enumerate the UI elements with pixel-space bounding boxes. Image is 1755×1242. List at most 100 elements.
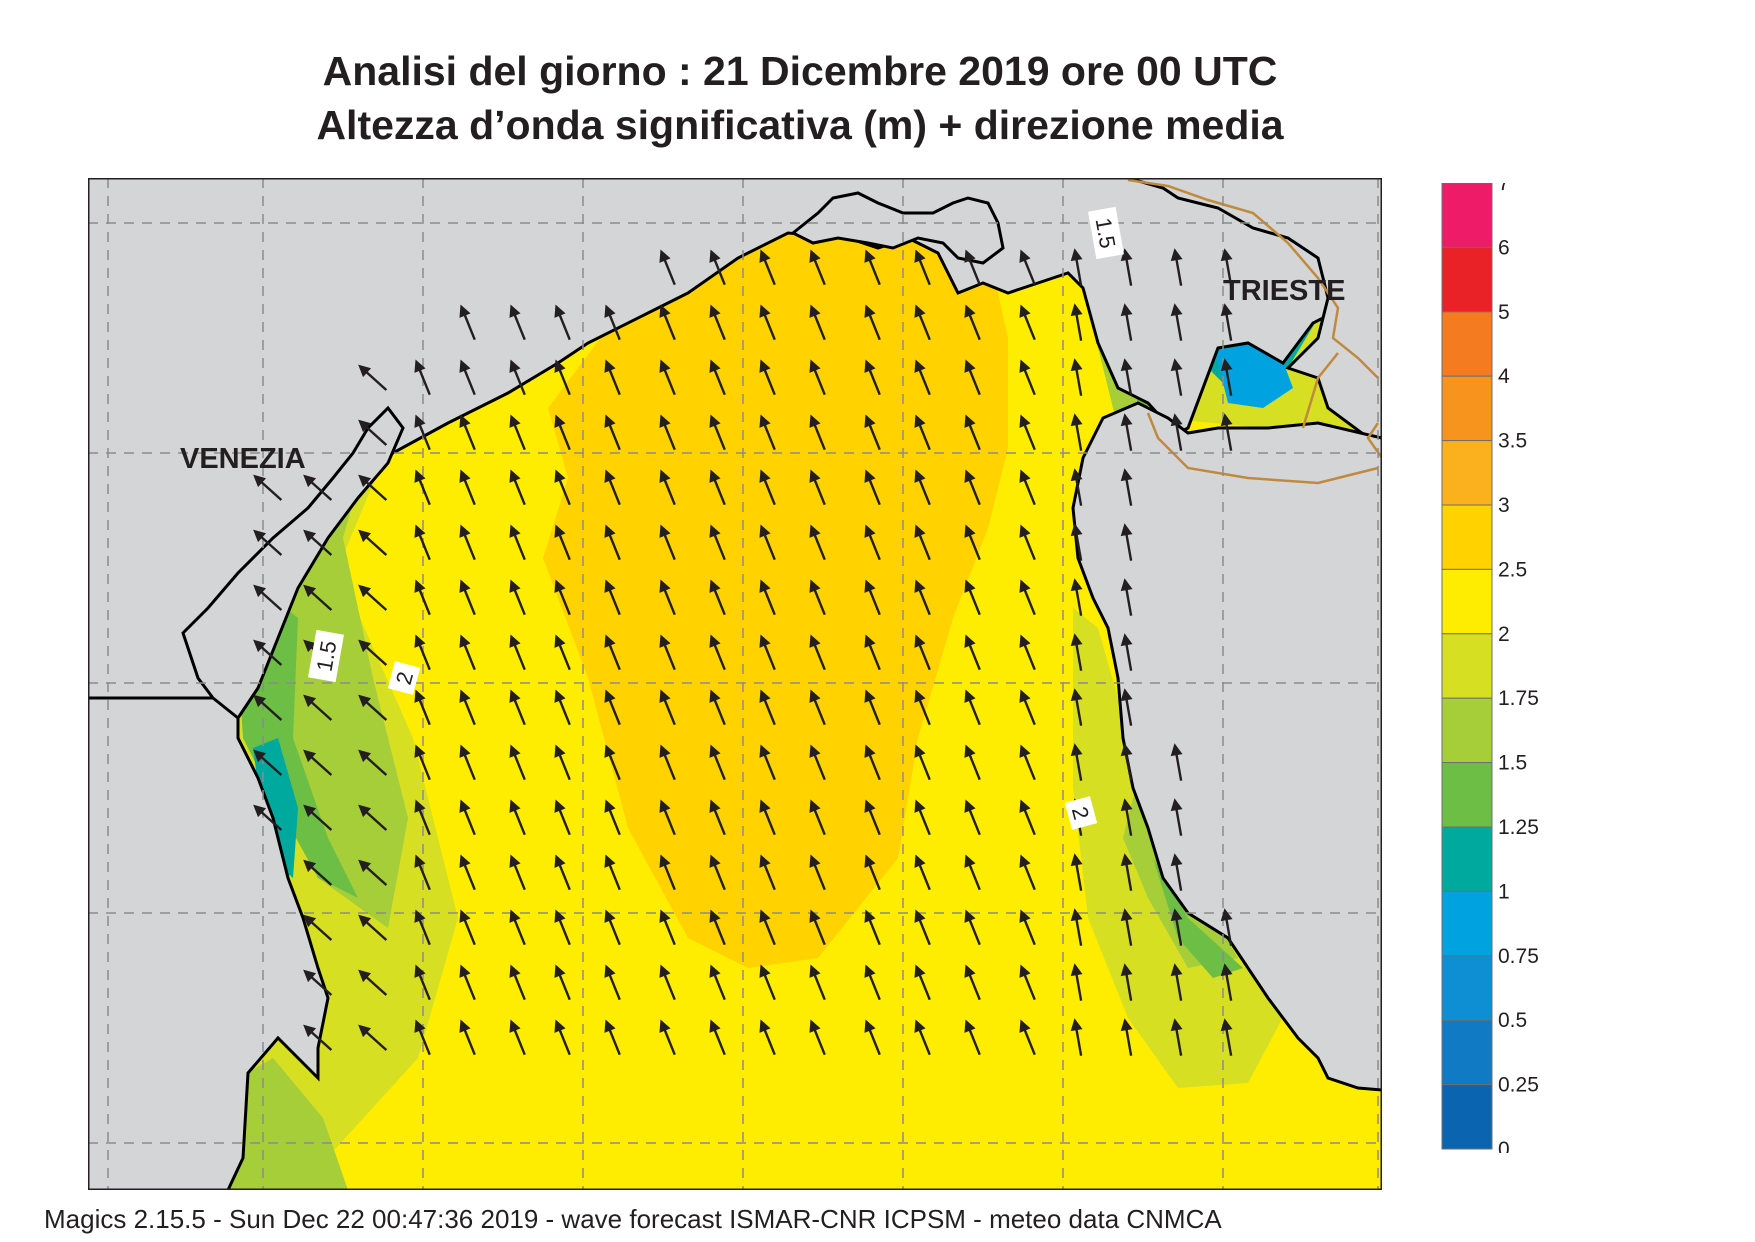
wave-direction-arrow <box>1220 248 1233 286</box>
wave-direction-arrow <box>809 579 826 616</box>
wave-direction-arrow <box>1070 578 1083 616</box>
wave-direction-arrow <box>1120 248 1133 286</box>
wave-direction-arrow <box>1019 249 1036 286</box>
wave-direction-arrow <box>709 304 726 341</box>
wave-direction-arrow <box>509 634 526 671</box>
wave-direction-arrow <box>509 744 526 781</box>
wave-direction-arrow <box>1120 633 1133 671</box>
wave-direction-arrow <box>809 469 826 506</box>
wave-direction-arrow <box>914 689 931 726</box>
wave-direction-arrow <box>809 249 826 286</box>
wave-direction-arrow <box>1070 1018 1083 1056</box>
place-trieste: TRIESTE <box>1223 275 1345 307</box>
wave-direction-arrow <box>303 749 333 776</box>
wave-direction-arrow <box>1120 468 1133 506</box>
wave-direction-arrow <box>604 524 621 561</box>
wave-direction-arrow <box>1070 248 1083 286</box>
wave-direction-arrow <box>1120 578 1133 616</box>
wave-direction-arrow <box>1170 963 1183 1001</box>
wave-direction-arrow <box>1220 303 1233 341</box>
wave-direction-arrow <box>964 854 981 891</box>
legend-tick-label: 1 <box>1498 880 1510 903</box>
land-istria <box>1071 401 1382 1092</box>
wave-direction-arrow <box>1070 908 1083 946</box>
legend-swatch <box>1441 697 1493 764</box>
wave-direction-arrow <box>864 414 881 451</box>
wave-direction-arrow <box>253 639 283 666</box>
wave-direction-arrow <box>1019 414 1036 451</box>
wave-direction-arrow <box>253 529 283 556</box>
wave-direction-arrow <box>509 524 526 561</box>
wave-direction-arrow <box>1120 413 1133 451</box>
wave-direction-arrow <box>459 909 476 946</box>
wave-direction-arrow <box>709 964 726 1001</box>
wave-direction-arrow <box>509 854 526 891</box>
venice-lagoon <box>181 405 405 721</box>
wave-direction-arrow <box>358 419 388 446</box>
wave-direction-arrow <box>1070 358 1083 396</box>
wave-direction-arrow <box>759 799 776 836</box>
wave-direction-arrow <box>358 804 388 831</box>
wave-direction-arrow <box>358 639 388 666</box>
wave-direction-arrow <box>709 359 726 396</box>
wave-direction-arrow <box>459 469 476 506</box>
land-trieste <box>1127 178 1382 450</box>
wave-direction-arrow <box>414 469 431 506</box>
wave-direction-arrow <box>1220 1018 1233 1056</box>
map-title: Analisi del giorno : 21 Dicembre 2019 or… <box>322 48 1278 94</box>
graticule <box>88 178 1382 1190</box>
zone-2-5-to-3 <box>543 218 1008 968</box>
wave-direction-arrow <box>759 964 776 1001</box>
wave-direction-arrow <box>358 749 388 776</box>
wave-direction-arrow <box>414 799 431 836</box>
wave-direction-arrow <box>659 249 676 286</box>
contour-label-1-5-west: 1.5 <box>308 629 344 683</box>
wave-direction-arrow <box>604 469 621 506</box>
wave-direction-arrow <box>709 1019 726 1056</box>
wave-direction-arrow <box>964 634 981 671</box>
legend-swatch <box>1441 504 1493 570</box>
wave-direction-arrow <box>1019 909 1036 946</box>
wave-direction-arrow <box>759 909 776 946</box>
wave-direction-arrow <box>864 249 881 286</box>
legend-tick-label: 0.5 <box>1498 1009 1527 1032</box>
wave-direction-arrow <box>509 1019 526 1056</box>
wave-direction-arrow <box>1019 964 1036 1001</box>
wave-direction-arrow <box>864 469 881 506</box>
wave-direction-arrow <box>709 799 726 836</box>
wave-direction-arrow <box>1019 799 1036 836</box>
footer-credits: Magics 2.15.5 - Sun Dec 22 00:47:36 2019… <box>44 1204 1222 1234</box>
wave-direction-arrow <box>459 854 476 891</box>
svg-text:1.5: 1.5 <box>1091 216 1121 250</box>
wave-direction-arrow <box>864 854 881 891</box>
legend-tick-label: 1.5 <box>1498 752 1527 775</box>
wave-direction-arrow <box>864 1019 881 1056</box>
wave-direction-arrow <box>759 304 776 341</box>
wave-direction-arrow <box>964 579 981 616</box>
wave-direction-arrow <box>358 859 388 886</box>
wave-direction-arrow <box>459 579 476 616</box>
wave-direction-arrow <box>604 689 621 726</box>
wave-direction-arrow <box>709 249 726 286</box>
wave-direction-arrow <box>659 854 676 891</box>
wave-direction-arrow <box>964 1019 981 1056</box>
grado-lagoon-land <box>790 191 1005 265</box>
wave-direction-arrow <box>1170 358 1183 396</box>
wave-direction-arrow <box>554 854 571 891</box>
wave-direction-arrow <box>759 359 776 396</box>
legend-tick-label: 4 <box>1498 365 1510 388</box>
wave-direction-arrow <box>1120 963 1133 1001</box>
wave-direction-arrow <box>809 414 826 451</box>
legend-swatch <box>1441 955 1493 1021</box>
wave-direction-arrow <box>414 359 431 396</box>
wave-direction-arrow <box>459 414 476 451</box>
wave-direction-arrow <box>1019 579 1036 616</box>
wave-direction-arrow <box>414 964 431 1001</box>
wave-direction-arrow <box>964 689 981 726</box>
wave-direction-arrow <box>1220 413 1233 451</box>
wave-direction-arrow <box>864 909 881 946</box>
wave-direction-arrow <box>1220 358 1233 396</box>
wave-direction-arrow <box>1070 853 1083 891</box>
wave-direction-arrow <box>1070 963 1083 1001</box>
color-legend: 7 6 5 4 3.5 3 2.5 2 1.75 1.5 1.25 1 0.75 0.5 0.25 0 <box>1441 183 1539 1153</box>
